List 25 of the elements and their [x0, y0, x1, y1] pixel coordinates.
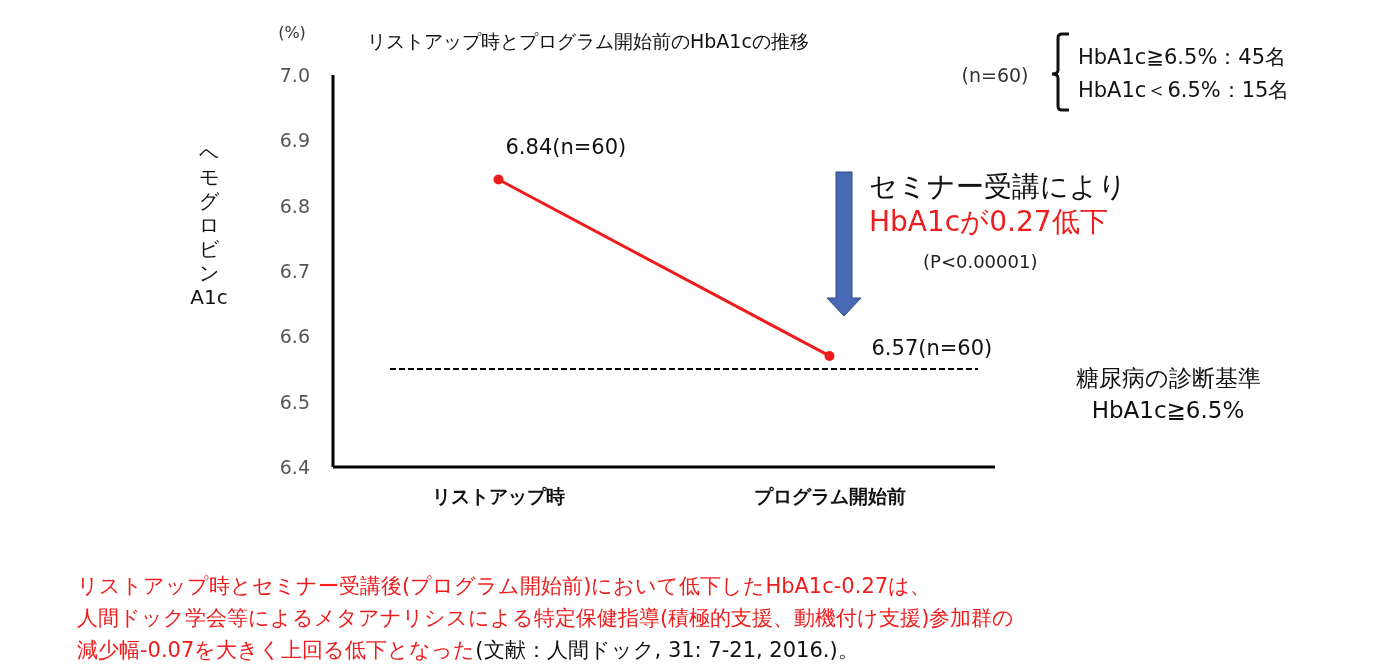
text: リストアップ時とセミナー受講後(プログラム開始前)において低下したHbA1c-0.27は、 — [77, 574, 932, 598]
y-tick-label: 6.9 — [279, 129, 310, 152]
text: 減少幅-0.07を大きく上回る低下となった — [77, 638, 476, 662]
annotation: (n=60) — [961, 64, 1029, 86]
data-label: 6.84(n=60) — [505, 134, 627, 159]
ref-line-label: 糖尿病の診断基準 HbA1c≧6.5% — [1075, 365, 1261, 423]
annotation: HbA1cが0.27低下 — [869, 205, 1108, 238]
y-tick-label: 6.8 — [279, 194, 310, 217]
text: HbA1c≧6.5%：45名 — [1078, 45, 1287, 69]
text: (%) — [278, 23, 306, 42]
x-tick-label: プログラム開始前 — [753, 485, 906, 507]
data-label: 6.57(n=60) — [871, 335, 993, 360]
y-tick-label: 7.0 — [279, 64, 310, 86]
y-tick-label: 6.6 — [279, 325, 310, 348]
y-tick-label: 6.7 — [279, 260, 310, 282]
y-tick-label: 6.5 — [279, 390, 310, 413]
x-tick-label: リストアップ時 — [432, 485, 565, 507]
annotation: セミナー受講により — [869, 170, 1127, 203]
text: 人間ドック学会等によるメタアナリシスによる特定保健指導(積極的支援、動機付け支援)参加群の — [77, 606, 1015, 630]
annotation: (P<0.00001) — [923, 251, 1038, 272]
chart-title: リストアップ時とプログラム開始前のHbA1cの推移 — [367, 30, 809, 52]
text: (文献：人間ドック, 31: 7-21, 2016.)。 — [475, 638, 859, 662]
y-axis-title: ヘモグロビンA1c — [190, 141, 228, 309]
y-tick-label: 6.4 — [279, 456, 310, 478]
text: HbA1c＜6.5%：15名 — [1078, 78, 1290, 102]
